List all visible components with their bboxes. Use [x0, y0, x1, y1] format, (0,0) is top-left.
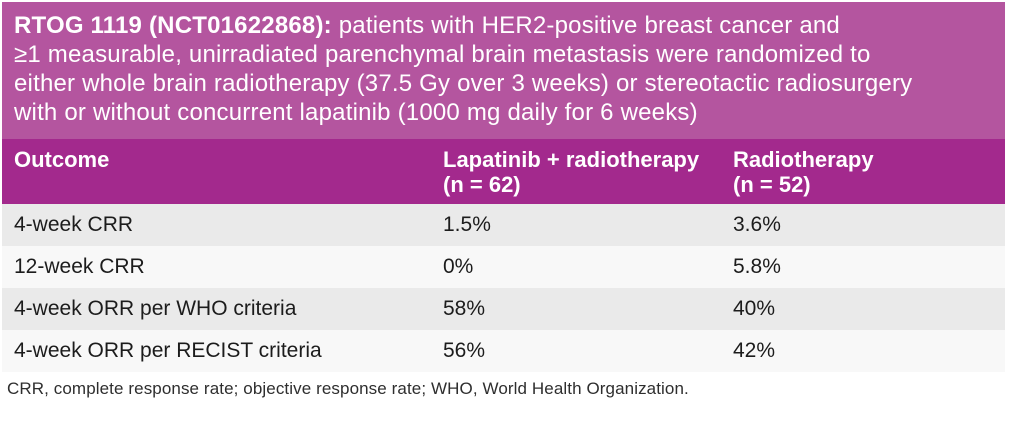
table-row: 12-week CRR 0% 5.8% [2, 246, 1005, 288]
row-lapatinib-value: 56% [443, 339, 486, 362]
banner-line-1-text: patients with HER2-positive breast cance… [331, 12, 840, 39]
rtog-1119-results-figure: RTOG 1119 (NCT01622868): patients with H… [2, 2, 1005, 399]
column-header-radiotherapy-n: (n = 52) [733, 172, 811, 197]
banner-line-1: RTOG 1119 (NCT01622868): patients with H… [14, 11, 993, 40]
abbreviations-footnote: CRR, complete response rate; objective r… [7, 379, 689, 398]
table-row: 4-week ORR per RECIST criteria 56% 42% [2, 330, 1005, 372]
column-header-lapatinib-n: (n = 62) [443, 172, 521, 197]
table-row: 4-week CRR 1.5% 3.6% [2, 204, 1005, 246]
row-outcome-label: 12-week CRR [14, 255, 145, 278]
row-outcome-label: 4-week CRR [14, 213, 134, 236]
column-header-lapatinib-label: Lapatinib + radiotherapy [443, 147, 700, 172]
table-row: 4-week ORR per WHO criteria 58% 40% [2, 288, 1005, 330]
row-lapatinib-value: 58% [443, 297, 486, 320]
trial-description-banner: RTOG 1119 (NCT01622868): patients with H… [2, 2, 1005, 139]
column-header-outcome-label: Outcome [14, 147, 110, 172]
column-header-outcome: Outcome [2, 147, 443, 204]
column-header-lapatinib-radiotherapy: Lapatinib + radiotherapy (n = 62) [443, 147, 733, 204]
table-header-row: Outcome Lapatinib + radiotherapy (n = 62… [2, 139, 1005, 204]
trial-id-label: RTOG 1119 (NCT01622868): [14, 12, 332, 39]
banner-line-4: with or without concurrent lapatinib (10… [14, 99, 698, 126]
banner-line-2: ≥1 measurable, unirradiated parenchymal … [14, 41, 871, 68]
row-radiotherapy-value: 5.8% [733, 255, 781, 278]
row-radiotherapy-value: 40% [733, 297, 776, 320]
row-radiotherapy-value: 42% [733, 339, 776, 362]
column-header-radiotherapy-label: Radiotherapy [733, 147, 874, 172]
row-lapatinib-value: 0% [443, 255, 474, 278]
row-lapatinib-value: 1.5% [443, 213, 491, 236]
row-outcome-label: 4-week ORR per WHO criteria [14, 297, 297, 320]
row-radiotherapy-value: 3.6% [733, 213, 781, 236]
banner-line-3: either whole brain radiotherapy (37.5 Gy… [14, 70, 913, 97]
column-header-radiotherapy: Radiotherapy (n = 52) [733, 147, 1005, 204]
row-outcome-label: 4-week ORR per RECIST criteria [14, 339, 322, 362]
